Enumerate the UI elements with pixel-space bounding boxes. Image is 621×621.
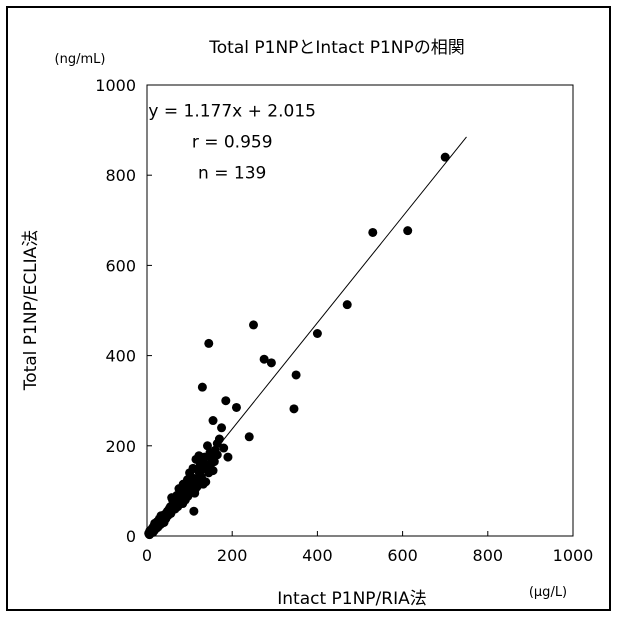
data-point [259,354,269,364]
axis-ticks: 0 200 400 600 800 1000 0 200 400 600 800 1000 [95,76,593,565]
y-tick-label: 800 [105,166,136,185]
annotation-text: y = 1.177x + 2.015 [148,102,316,122]
data-point [209,457,219,467]
x-tick-label: 0 [142,546,152,565]
x-tick-label: 1000 [553,546,594,565]
data-point [145,528,155,538]
data-point [208,466,218,476]
y-axis-label: Total P1NP/ECLIA法 [21,230,41,392]
annotation-text: n = 139 [198,164,266,184]
data-point [219,443,229,453]
y-axis-unit: (ng/mL) [55,52,106,67]
data-point [202,441,212,451]
data-point [186,480,196,490]
data-points [144,152,450,540]
data-point [312,329,322,339]
plot-area [146,84,574,537]
data-point [291,370,301,380]
y-tick-label: 1000 [95,76,136,95]
data-point [205,448,215,458]
data-point [244,432,254,442]
x-tick-label: 600 [387,546,418,565]
data-point [221,396,231,406]
data-point [223,452,233,462]
chart-frame [6,6,611,611]
data-point [189,506,199,516]
data-point [249,320,258,330]
data-point [214,434,224,444]
data-point [403,226,413,236]
data-point [195,470,205,480]
data-point [173,499,183,509]
data-point [368,227,378,237]
data-point [289,404,299,414]
data-point [217,423,227,433]
data-point [212,450,222,460]
data-point [188,463,198,473]
data-point [208,416,218,426]
x-tick-label: 800 [473,546,504,565]
data-point [342,300,352,310]
data-point [177,491,187,501]
y-tick-label: 400 [105,347,136,366]
annotations: y = 1.177x + 2.015 r = 0.959 n = 139 [148,102,316,184]
data-point [266,358,276,368]
x-tick-label: 400 [302,546,333,565]
chart-title: Total P1NPとIntact P1NPの相関 [208,38,464,58]
x-axis-label: Intact P1NP/RIA法 [277,589,427,609]
data-point [440,152,450,162]
x-axis-unit: (μg/L) [529,585,567,600]
data-point [200,459,210,469]
x-tick-label: 200 [217,546,248,565]
y-tick-label: 200 [105,437,136,456]
data-point [231,402,241,412]
annotation-text: r = 0.959 [192,133,273,153]
y-tick-label: 600 [105,256,136,275]
data-point [197,382,207,392]
data-point [204,338,214,348]
data-point [194,451,204,461]
y-tick-label: 0 [126,527,136,546]
